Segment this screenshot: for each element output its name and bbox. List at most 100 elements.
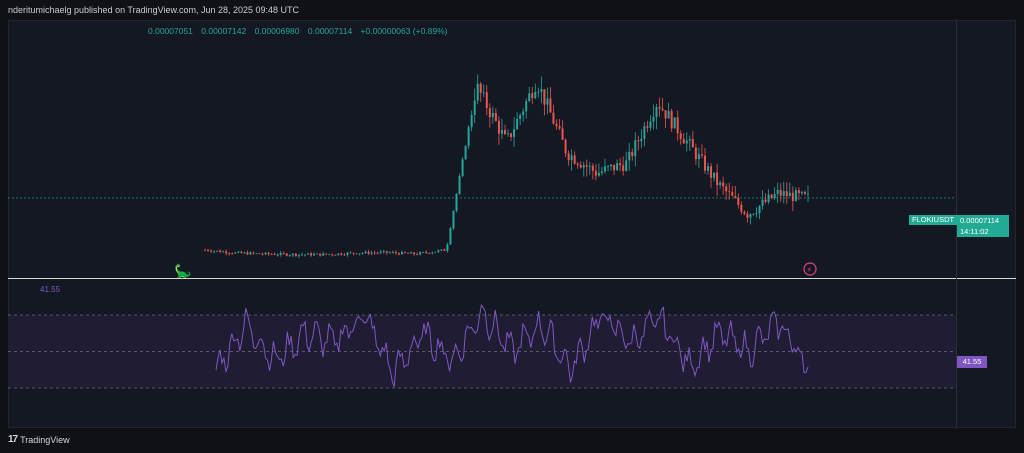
price-candle — [473, 100, 476, 116]
symbol-tag: FLOKIUSDT — [909, 215, 958, 225]
price-candle — [694, 147, 697, 160]
price-candle — [234, 252, 237, 254]
pane-divider[interactable] — [8, 278, 1016, 279]
price-candle — [788, 192, 791, 197]
price-candle — [700, 154, 703, 156]
price-candle — [476, 83, 479, 101]
price-candle — [507, 133, 510, 135]
price-candle — [443, 249, 446, 251]
price-candle — [776, 189, 779, 194]
price-candle — [219, 250, 222, 253]
price-candle — [600, 171, 603, 173]
price-candle — [273, 254, 276, 256]
price-candle — [470, 115, 473, 128]
price-candle — [228, 253, 231, 255]
price-candle — [625, 160, 628, 171]
published-by-text: nderitumichaelg published on TradingView… — [8, 5, 300, 15]
last-price-label: 0.00007114 14:11:02 — [957, 215, 1009, 237]
price-candle — [543, 89, 546, 105]
price-candle — [225, 251, 228, 254]
price-candle — [519, 115, 522, 119]
price-candle — [731, 191, 734, 196]
price-candle — [513, 129, 516, 137]
price-candle — [422, 252, 425, 253]
ohlc-change: +0.00000063 (+0.89%) — [360, 26, 448, 36]
price-candle — [267, 252, 270, 255]
price-candle — [482, 92, 485, 94]
last-price-value: 0.00007114 — [960, 216, 1000, 225]
price-candle — [713, 172, 716, 178]
price-candle — [697, 154, 700, 160]
price-candle — [794, 190, 797, 202]
price-candle — [555, 123, 558, 127]
price-candle — [331, 254, 334, 256]
price-candle — [767, 194, 770, 202]
price-candle — [770, 194, 773, 198]
price-candle — [773, 193, 776, 198]
price-candle — [279, 252, 282, 255]
rsi-axis-tag: 41.55 — [957, 356, 987, 368]
price-candle — [682, 138, 685, 144]
price-candle — [800, 191, 803, 194]
price-candle — [325, 253, 328, 255]
footer-brand[interactable]: 17 TradingView — [8, 434, 70, 445]
price-candle — [464, 145, 467, 160]
price-candle — [528, 93, 531, 102]
price-candle — [376, 252, 379, 254]
price-candle — [288, 255, 291, 256]
price-candle — [367, 251, 370, 254]
price-candle — [382, 251, 385, 252]
price-candle — [297, 254, 300, 256]
price-candle — [807, 193, 809, 195]
price-candle — [655, 106, 658, 117]
price-candle — [216, 250, 219, 252]
price-candle — [540, 89, 543, 92]
rsi-legend-value: 41.55 — [40, 285, 61, 294]
price-candle — [500, 130, 503, 134]
price-candle — [231, 253, 234, 255]
price-candle — [479, 83, 482, 93]
price-candle — [503, 130, 506, 135]
price-candle — [407, 252, 410, 254]
price-candle — [622, 165, 625, 171]
price-candle — [303, 254, 306, 256]
price-candle — [525, 101, 528, 112]
price-candle — [658, 106, 661, 109]
price-candle — [403, 251, 406, 253]
price-candle — [603, 166, 606, 172]
price-candle — [667, 111, 670, 119]
price-candle — [394, 252, 397, 254]
price-candle — [619, 163, 622, 166]
price-candle — [803, 191, 806, 194]
ohlc-legend: 0.00007051 0.00007142 0.00006980 0.00007… — [148, 26, 454, 36]
price-candle — [740, 204, 743, 212]
price-candle — [616, 163, 619, 171]
price-candle — [488, 108, 491, 118]
price-candle — [749, 214, 752, 218]
price-candle — [549, 98, 552, 113]
price-candle — [385, 251, 388, 253]
price-candle — [570, 155, 573, 161]
price-candle — [379, 251, 382, 253]
price-candle — [758, 205, 761, 214]
price-candle — [743, 211, 746, 214]
price-candle — [497, 120, 500, 134]
price-candle — [252, 252, 255, 254]
price-candle — [728, 191, 731, 193]
price-candle — [285, 253, 288, 256]
price-candle — [461, 159, 464, 177]
price-candle — [761, 199, 764, 206]
footer-brand-text: TradingView — [20, 434, 70, 445]
price-candle — [452, 210, 455, 229]
price-candle — [419, 252, 422, 255]
price-candle — [637, 140, 640, 142]
price-candle — [222, 251, 225, 253]
price-candle — [764, 199, 767, 202]
price-candle — [264, 252, 267, 255]
price-candle — [673, 117, 676, 129]
price-candle — [585, 165, 588, 167]
price-candle — [352, 252, 355, 254]
price-candle — [210, 250, 213, 252]
price-candle — [710, 166, 713, 178]
